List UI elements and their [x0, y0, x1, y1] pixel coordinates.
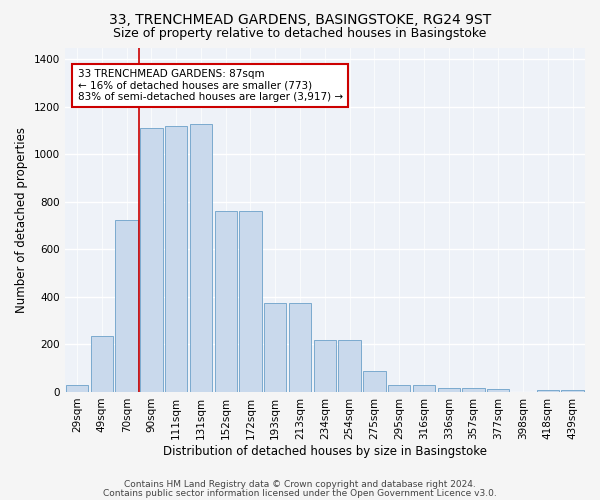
- Text: Contains HM Land Registry data © Crown copyright and database right 2024.: Contains HM Land Registry data © Crown c…: [124, 480, 476, 489]
- Bar: [314, 340, 336, 392]
- Bar: [140, 128, 163, 392]
- Bar: [463, 388, 485, 392]
- Bar: [215, 212, 237, 392]
- Text: Contains public sector information licensed under the Open Government Licence v3: Contains public sector information licen…: [103, 488, 497, 498]
- Bar: [388, 386, 410, 392]
- Bar: [165, 126, 187, 392]
- Bar: [536, 390, 559, 392]
- Bar: [487, 389, 509, 392]
- X-axis label: Distribution of detached houses by size in Basingstoke: Distribution of detached houses by size …: [163, 444, 487, 458]
- Bar: [338, 340, 361, 392]
- Bar: [66, 386, 88, 392]
- Bar: [264, 303, 286, 392]
- Bar: [562, 390, 584, 392]
- Bar: [115, 220, 138, 392]
- Bar: [91, 336, 113, 392]
- Text: 33, TRENCHMEAD GARDENS, BASINGSTOKE, RG24 9ST: 33, TRENCHMEAD GARDENS, BASINGSTOKE, RG2…: [109, 12, 491, 26]
- Bar: [190, 124, 212, 392]
- Y-axis label: Number of detached properties: Number of detached properties: [15, 126, 28, 312]
- Text: 33 TRENCHMEAD GARDENS: 87sqm
← 16% of detached houses are smaller (773)
83% of s: 33 TRENCHMEAD GARDENS: 87sqm ← 16% of de…: [77, 69, 343, 102]
- Bar: [413, 386, 435, 392]
- Text: Size of property relative to detached houses in Basingstoke: Size of property relative to detached ho…: [113, 28, 487, 40]
- Bar: [239, 212, 262, 392]
- Bar: [363, 370, 386, 392]
- Bar: [437, 388, 460, 392]
- Bar: [289, 303, 311, 392]
